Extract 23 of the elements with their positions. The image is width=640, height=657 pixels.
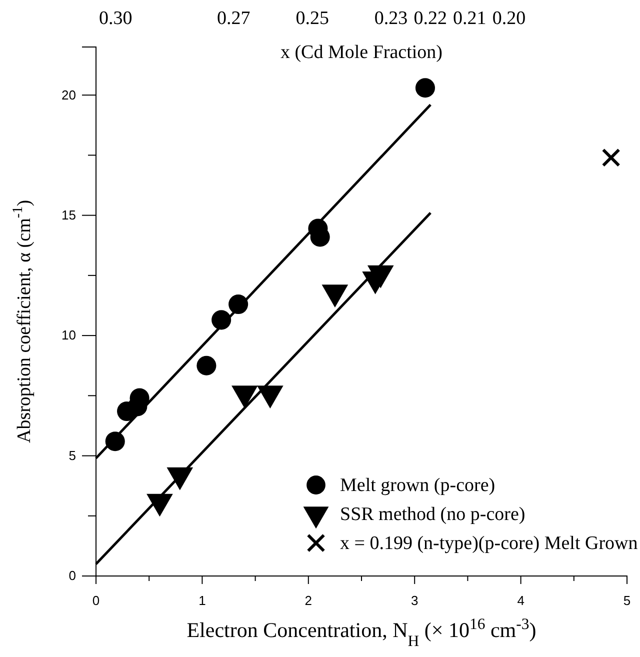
x-tick-label: 0 [92,593,100,608]
x2-tick-label: 0.21 [453,8,486,29]
y-tick-label: 0 [68,568,76,584]
x2-tick-label: 0.20 [492,8,526,29]
x2-tick-label: 0.22 [414,8,447,29]
y-tick-label: 20 [62,87,76,102]
x-axis-title: Electron Concentration, N$_{H}$ (× 10$^{16}$ cm$^{-3}$) [186,616,536,650]
y-tick-label: 10 [62,328,76,343]
legend-label: x = 0.199 (n-type)(p-core) Melt Grown [340,533,638,554]
y-tick-label: 15 [62,207,76,222]
x-tick-label: 4 [517,593,524,608]
x-tick-label: 3 [410,593,418,608]
x2-tick-label: 0.25 [296,8,329,29]
x2-tick-label: 0.27 [217,8,250,29]
x-tick-label: 1 [198,593,206,608]
x2-axis-title: x (Cd Mole Fraction) [280,42,443,63]
x2-tick-label: 0.23 [374,8,408,29]
x-tick-label: 5 [623,593,631,608]
x-tick-label: 2 [304,593,312,608]
y-tick-label: 5 [68,448,76,463]
legend-label: Melt grown (p-core) [340,475,496,496]
legend-label: SSR method (no p-core) [340,504,526,525]
x2-tick-label: 0.30 [99,8,132,29]
